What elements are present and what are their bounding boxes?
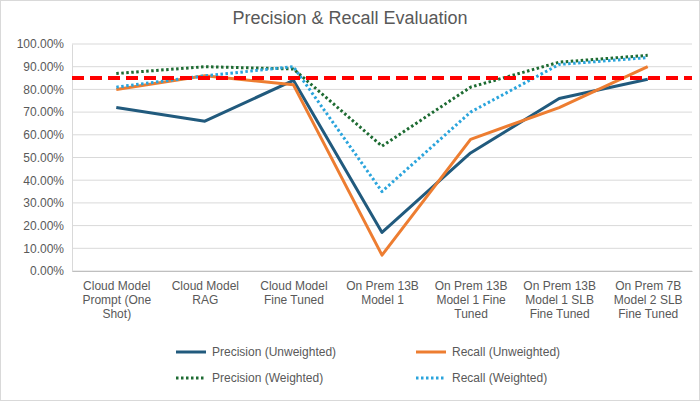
- grid: [72, 44, 692, 271]
- y-tick: 30.00%: [23, 196, 72, 210]
- y-tick-label: 60.00%: [23, 128, 64, 142]
- grid-line: [72, 112, 692, 113]
- chart-border: [1, 1, 700, 401]
- grid-line: [72, 134, 692, 135]
- legend-swatch: [416, 351, 446, 354]
- x-axis-line: [73, 271, 693, 272]
- grid-line: [72, 44, 692, 45]
- x-tick: On Prem 13BModel 1 FineTuned: [435, 271, 508, 321]
- legend-item: Recall (Weighted): [416, 371, 547, 385]
- x-tick: Cloud ModelFine Tuned: [260, 271, 327, 307]
- x-tick-label: Cloud ModelRAG: [172, 279, 239, 307]
- x-tick: Cloud ModelPrompt (OneShot): [82, 271, 151, 321]
- x-tick-label: Cloud ModelFine Tuned: [260, 279, 327, 307]
- x-tick-label: On Prem 13BModel 1 SLBFine Tuned: [523, 279, 596, 322]
- y-axis: 0.00% 10.00% 20.00% 30.00% 40.00% 50.00% 60.00…: [17, 37, 73, 278]
- x-tick-label: On Prem 13BModel 1 FineTuned: [435, 279, 508, 322]
- y-tick: 0.00%: [30, 264, 72, 278]
- x-tick: On Prem 13BModel 1: [346, 271, 419, 307]
- y-tick-label: 100.00%: [17, 37, 65, 51]
- grid-line: [72, 180, 692, 181]
- x-tick-label: On Prem 7BModel 2 SLBFine Tuned: [614, 279, 683, 322]
- grid-line: [72, 271, 692, 272]
- legend-item: Precision (Weighted): [176, 371, 323, 385]
- y-tick: 20.00%: [23, 219, 72, 233]
- y-tick-label: 20.00%: [23, 219, 64, 233]
- y-tick-label: 80.00%: [23, 83, 64, 97]
- y-tick-label: 30.00%: [23, 196, 64, 210]
- grid-line: [72, 248, 692, 249]
- x-axis: Cloud ModelPrompt (OneShot) Cloud ModelRA…: [73, 271, 693, 321]
- y-tick-label: 40.00%: [23, 174, 64, 188]
- x-tick: On Prem 7BModel 2 SLBFine Tuned: [614, 271, 683, 321]
- grid-line: [72, 202, 692, 203]
- y-tick-label: 90.00%: [23, 60, 64, 74]
- y-tick-label: 70.00%: [23, 105, 64, 119]
- legend-label: Precision (Unweighted): [212, 345, 336, 359]
- x-tick-label: On Prem 13BModel 1: [346, 279, 419, 307]
- legend-label: Recall (Weighted): [452, 371, 547, 385]
- legend-item: Recall (Unweighted): [416, 345, 560, 359]
- legend-swatch: [176, 351, 206, 354]
- grid-line: [72, 225, 692, 226]
- y-tick: 40.00%: [23, 174, 72, 188]
- grid-line: [72, 66, 692, 67]
- x-tick: Cloud ModelRAG: [172, 271, 239, 307]
- reference-line: [72, 76, 692, 80]
- y-tick: 90.00%: [23, 60, 72, 74]
- legend-label: Precision (Weighted): [212, 371, 323, 385]
- x-tick: On Prem 13BModel 1 SLBFine Tuned: [523, 271, 596, 321]
- series-line: [116, 55, 647, 146]
- y-tick: 80.00%: [23, 83, 72, 97]
- series-line: [116, 67, 647, 255]
- legend-swatch: [416, 377, 446, 380]
- plot-area: [72, 55, 692, 255]
- x-tick-label: Cloud ModelPrompt (OneShot): [82, 279, 151, 322]
- legend-swatch: [176, 377, 206, 380]
- y-tick-label: 0.00%: [30, 264, 64, 278]
- y-tick: 60.00%: [23, 128, 72, 142]
- y-tick: 50.00%: [23, 151, 72, 165]
- legend-item: Precision (Unweighted): [176, 345, 336, 359]
- title: Precision & Recall Evaluation: [232, 8, 467, 28]
- y-tick: 100.00%: [17, 37, 72, 51]
- grid-line: [72, 157, 692, 158]
- legend: Precision (Unweighted) Recall (Unweighted…: [176, 345, 560, 385]
- chart: Precision & Recall Evaluation 0.00% 10.00%…: [0, 0, 700, 401]
- legend-label: Recall (Unweighted): [452, 345, 560, 359]
- y-tick-label: 50.00%: [23, 151, 64, 165]
- y-tick-label: 10.00%: [23, 242, 64, 256]
- y-tick: 10.00%: [23, 242, 72, 256]
- y-tick: 70.00%: [23, 105, 72, 119]
